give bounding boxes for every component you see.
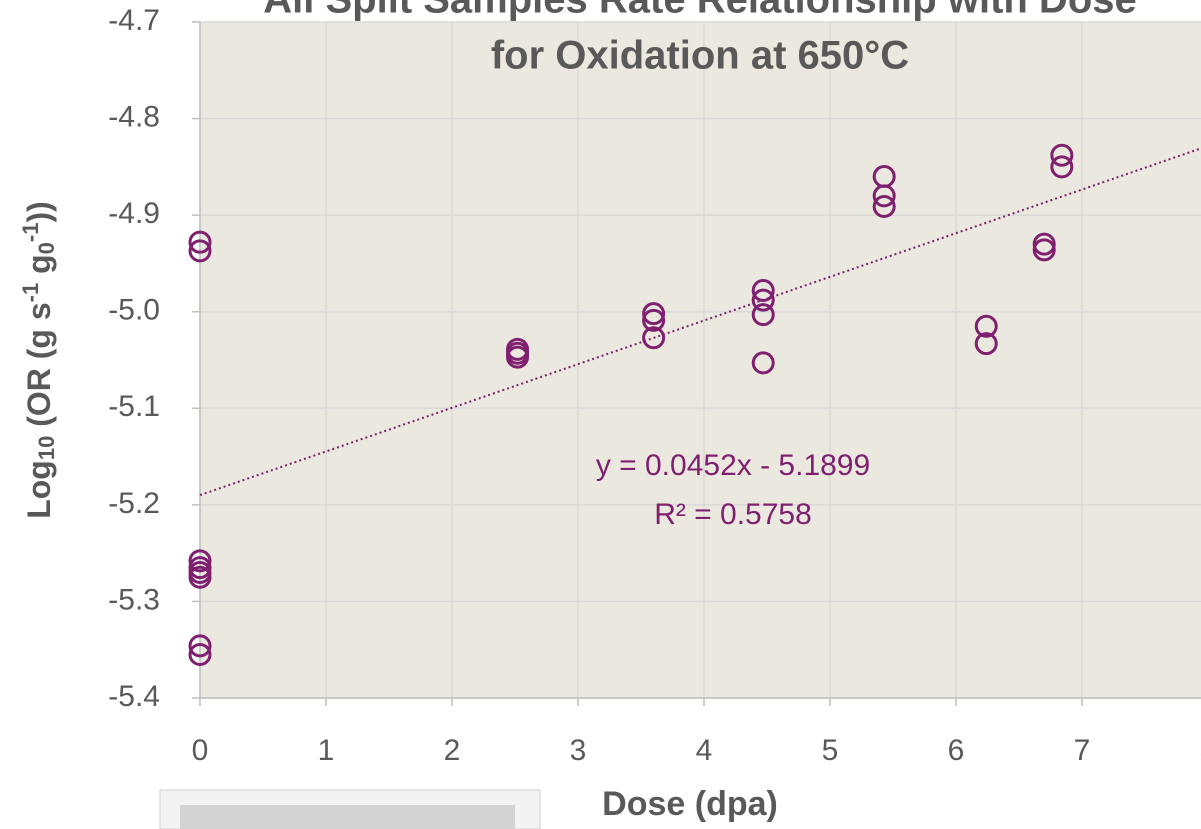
data-point <box>1032 232 1056 256</box>
data-point <box>188 239 212 263</box>
x-tick-label: 2 <box>444 734 461 767</box>
y-axis-label-part: -1 <box>18 283 43 303</box>
data-point <box>751 351 775 375</box>
y-tick-label: -5.4 <box>108 680 160 713</box>
x-tick-label: 4 <box>696 734 713 767</box>
y-axis-label-part: (OR (g s <box>21 302 57 435</box>
chart-title: All Split Samples Rate Relationship with… <box>263 0 1137 22</box>
y-tick-label: -5.2 <box>108 487 160 520</box>
x-tick-label: 7 <box>1074 734 1091 767</box>
y-axis-label: Log10 (OR (g s-1 g0-1)) <box>18 201 59 519</box>
data-point <box>1050 143 1074 167</box>
y-tick-label: -4.8 <box>108 100 160 133</box>
data-point <box>188 230 212 254</box>
y-axis-label-part: )) <box>21 201 57 222</box>
data-point <box>642 302 666 326</box>
y-axis-label-part: -1 <box>18 223 43 243</box>
x-tick-label: 5 <box>822 734 839 767</box>
data-point <box>642 326 666 350</box>
x-tick-label: 1 <box>318 734 335 767</box>
y-tick-label: -5.3 <box>108 583 160 616</box>
y-tick-label: -4.7 <box>108 4 160 37</box>
y-axis-label-part: 10 <box>34 436 59 460</box>
trendline-equation: y = 0.0452x - 5.1899 <box>596 449 870 482</box>
data-point <box>642 308 666 332</box>
data-point <box>872 184 896 208</box>
data-point <box>506 345 530 369</box>
overlay-bar <box>180 805 515 829</box>
chart-title: for Oxidation at 650°C <box>491 34 909 78</box>
y-axis-label-part: 0 <box>34 242 59 254</box>
data-point <box>188 549 212 573</box>
y-tick-label: -5.1 <box>108 390 160 423</box>
x-axis-label: Dose (dpa) <box>602 785 778 823</box>
data-point <box>1032 238 1056 262</box>
data-point <box>974 332 998 356</box>
data-point <box>974 314 998 338</box>
y-tick-label: -4.9 <box>108 197 160 230</box>
plot <box>188 21 1201 706</box>
data-point <box>1050 155 1074 179</box>
data-point <box>188 643 212 667</box>
data-point <box>751 278 775 302</box>
x-tick-label: 3 <box>570 734 587 767</box>
data-point <box>751 288 775 312</box>
y-tick-label: -5.0 <box>108 294 160 327</box>
y-axis-label-part: Log <box>21 460 57 519</box>
trendline-r2: R² = 0.5758 <box>654 498 812 531</box>
data-point <box>188 565 212 589</box>
x-tick-label: 0 <box>192 734 209 767</box>
x-tick-label: 8 <box>1200 734 1201 767</box>
y-axis-label-part: g <box>21 254 57 282</box>
data-point <box>751 303 775 327</box>
data-point <box>188 634 212 658</box>
data-point <box>872 194 896 218</box>
x-tick-label: 6 <box>948 734 965 767</box>
plot-area <box>200 22 1201 698</box>
